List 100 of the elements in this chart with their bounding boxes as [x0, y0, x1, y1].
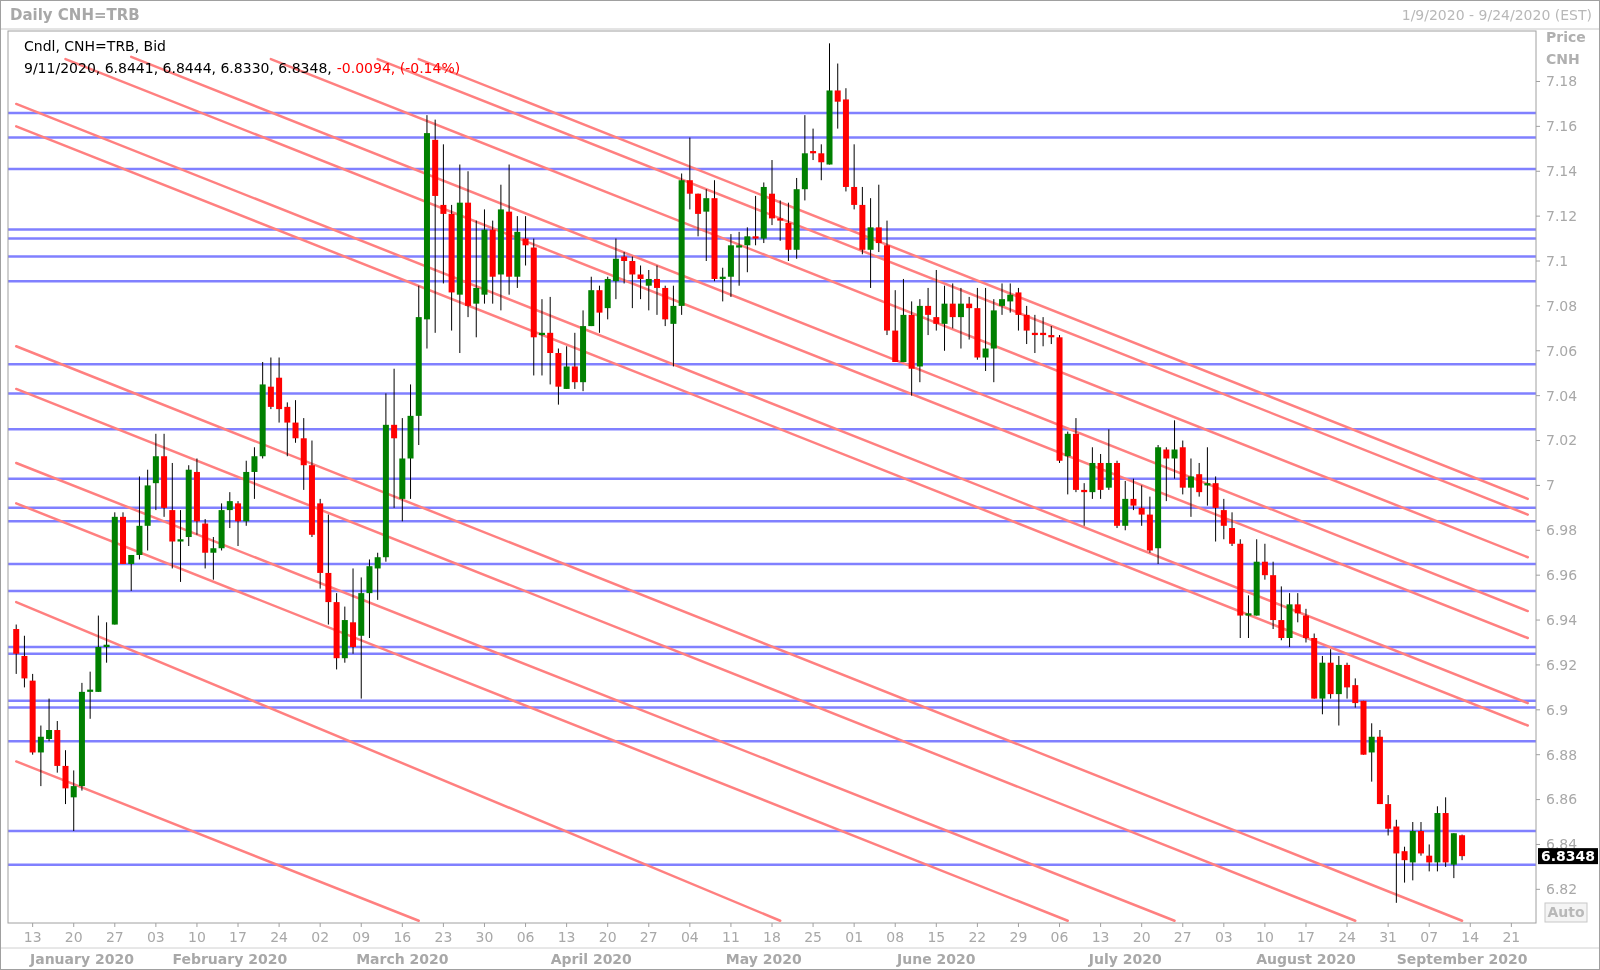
- candlestick: [391, 368, 398, 509]
- x-tick-label: 02: [311, 929, 330, 945]
- y-tick-label: 6.9: [1546, 701, 1569, 718]
- annotation: 9/11/2020, 6.8441, 6.8444, 6.8330, 6.8348,: [24, 60, 332, 76]
- text: 6.8348: [1541, 848, 1596, 865]
- candlestick: [235, 500, 242, 547]
- x-tick-label: 30: [475, 929, 494, 945]
- candlestick: [957, 287, 964, 350]
- chart-subtitle: 1/9/2020 - 9/24/2020 (EST): [1401, 7, 1592, 23]
- x-tick-label: 01: [845, 929, 864, 945]
- text: May 2020: [725, 951, 802, 967]
- candlestick: [1015, 287, 1022, 332]
- candlestick: [1081, 482, 1088, 527]
- candlestick: [736, 231, 743, 287]
- x-tick-label: 13: [557, 929, 576, 945]
- y-tick-label: 6.86: [1546, 791, 1578, 808]
- candlestick: [703, 188, 710, 262]
- candlestick: [999, 282, 1006, 316]
- candlestick: [177, 509, 184, 583]
- y-tick-label: 7.12: [1546, 208, 1578, 225]
- candlestick: [719, 267, 726, 302]
- x-tick-label: 13: [1091, 929, 1110, 945]
- x-tick-label: 24: [1338, 929, 1357, 945]
- candlestick: [777, 199, 784, 242]
- y-tick-label: 7.02: [1546, 432, 1578, 449]
- candlestick: [21, 635, 28, 688]
- candlestick: [1352, 677, 1359, 709]
- candlestick: [547, 296, 554, 385]
- auto-button: Auto: [1544, 902, 1588, 923]
- x-tick-label: 17: [1297, 929, 1315, 945]
- candlestick: [596, 285, 603, 334]
- candlestick: [982, 287, 989, 372]
- candlestick: [637, 265, 644, 300]
- candlestick: [629, 256, 636, 309]
- candlestick: [563, 345, 570, 390]
- y-tick-label: 7.16: [1546, 118, 1578, 135]
- y-tick-label: 7: [1546, 477, 1555, 494]
- x-tick-label: 11: [722, 929, 740, 945]
- candlestick: [571, 332, 578, 390]
- y-tick-label: 7.1: [1546, 252, 1569, 269]
- candlestick: [103, 621, 110, 664]
- candlestick: [1261, 543, 1268, 581]
- candlestick: [46, 698, 53, 742]
- x-tick-label: 20: [598, 929, 617, 945]
- candlestick: [1007, 282, 1014, 314]
- candlestick: [1294, 592, 1301, 623]
- candlestick: [925, 287, 932, 336]
- x-tick-label: 25: [804, 929, 822, 945]
- candlestick: [744, 226, 751, 273]
- y-tick-label: 7.06: [1546, 342, 1578, 359]
- candlestick: [538, 298, 545, 376]
- y-tick-label: 6.82: [1546, 881, 1578, 898]
- x-tick-label: 06: [1050, 929, 1069, 945]
- candlestick: [1031, 314, 1038, 354]
- x-tick-label: 10: [188, 929, 206, 945]
- text: February 2020: [172, 951, 288, 967]
- x-tick-label: 27: [1173, 929, 1192, 945]
- x-tick-label: 24: [270, 929, 289, 945]
- candlestick: [87, 671, 94, 720]
- candlestick: [128, 554, 135, 592]
- x-tick-label: 14: [1461, 929, 1480, 945]
- candlestick: [645, 269, 652, 311]
- candlestick: [522, 215, 529, 266]
- candlestick: [62, 749, 69, 805]
- x-tick-label: 20: [1132, 929, 1151, 945]
- candlestick: [670, 285, 677, 367]
- candlestick: [473, 220, 480, 338]
- candlestick: [1344, 662, 1351, 700]
- candlestick: [941, 285, 948, 352]
- candlestick: [284, 401, 291, 457]
- candlestick: [653, 265, 660, 316]
- candlestick: [1245, 594, 1252, 639]
- candlestick: [686, 137, 693, 210]
- x-tick-label: 04: [680, 929, 699, 945]
- candlestick: [292, 399, 299, 444]
- candlestick: [1459, 834, 1466, 861]
- x-tick-label: 03: [1214, 929, 1233, 945]
- text: January 2020: [28, 951, 135, 967]
- x-tick-label: 27: [105, 929, 124, 945]
- y-tick-label: 6.88: [1546, 746, 1578, 763]
- candlestick: [1064, 431, 1071, 495]
- x-tick-label: 27: [639, 929, 658, 945]
- x-tick-label: 10: [1255, 929, 1274, 945]
- candlestick: [226, 491, 233, 529]
- chart-title: Daily CNH=TRB: [10, 6, 140, 24]
- x-tick-label: 15: [927, 929, 946, 945]
- x-tick-label: 29: [1009, 929, 1028, 945]
- y-tick-label: 7.04: [1546, 387, 1578, 404]
- y-tick-label: 6.98: [1546, 522, 1578, 539]
- x-tick-label: 03: [146, 929, 165, 945]
- candlestick: [37, 725, 44, 787]
- candlestick: [374, 552, 381, 601]
- text: August 2020: [1256, 951, 1357, 967]
- x-tick-label: 07: [1420, 929, 1439, 945]
- y-tick-label: 6.92: [1546, 656, 1578, 673]
- y-axis-title: Price CNH: [1546, 29, 1586, 67]
- x-tick-label: 18: [763, 929, 781, 945]
- candlestick: [949, 282, 956, 329]
- annotation: -0.0094, (-0.14%): [336, 60, 461, 76]
- y-tick-label: 7.18: [1546, 73, 1578, 90]
